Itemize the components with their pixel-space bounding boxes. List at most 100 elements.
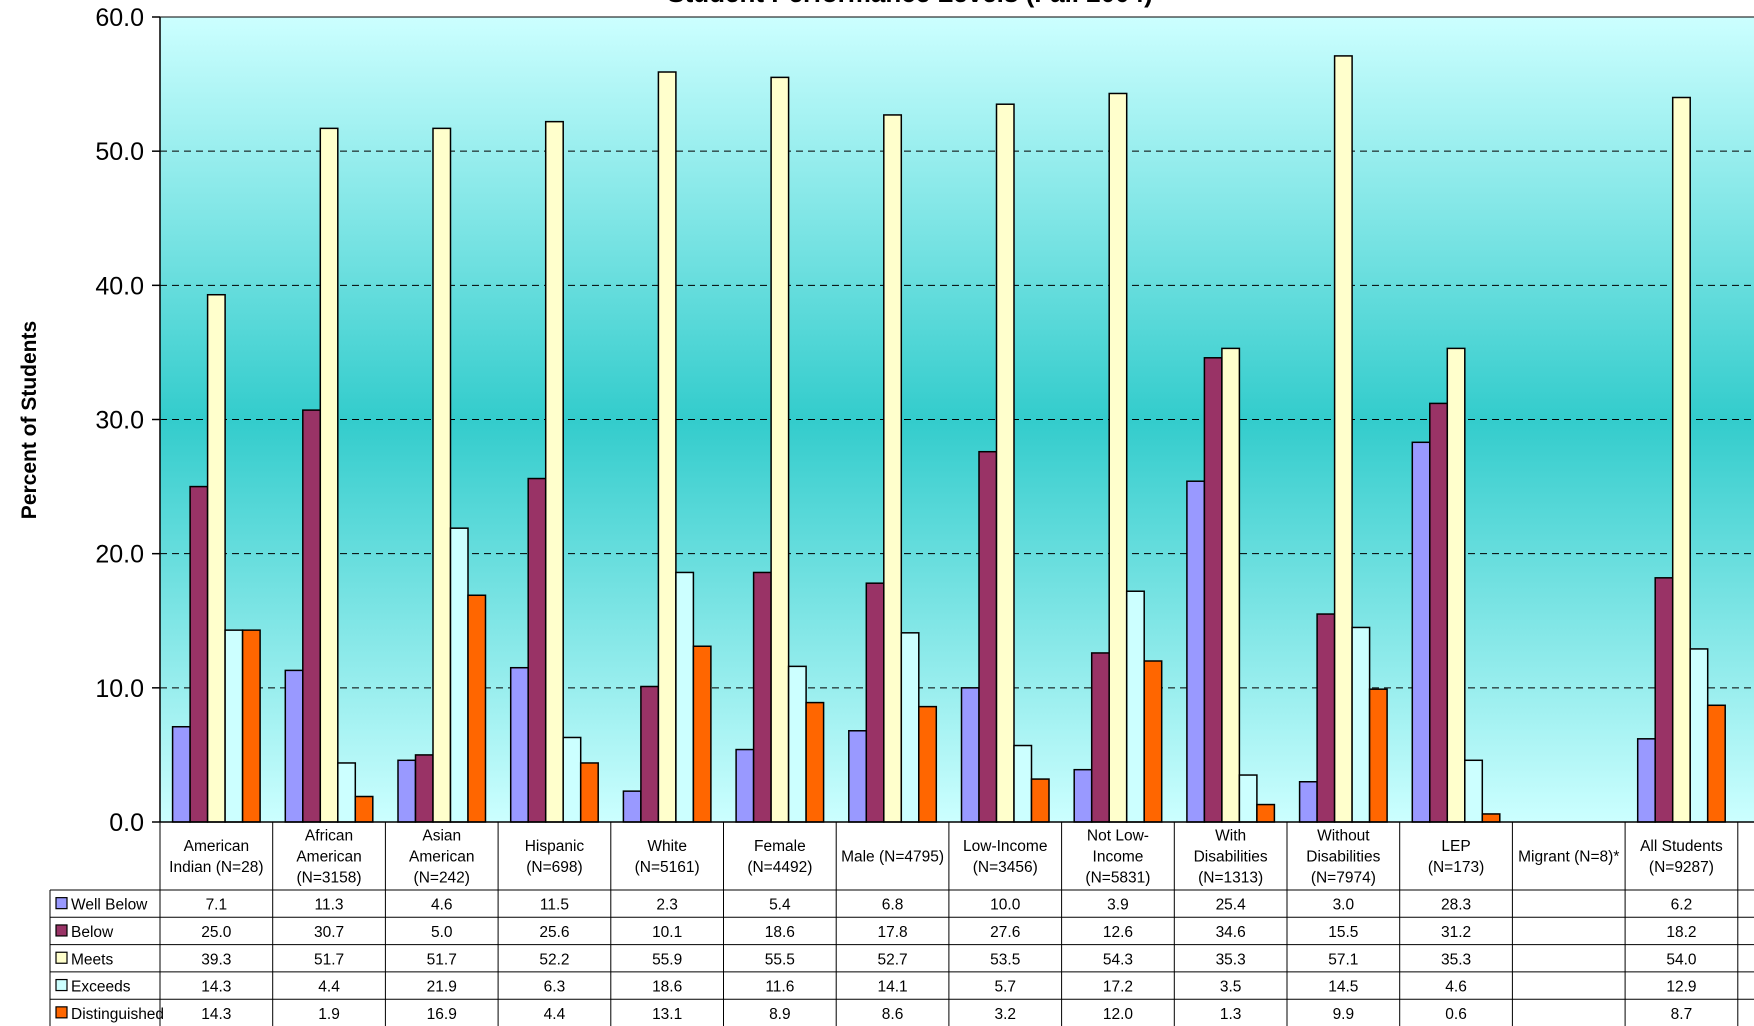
bar-meets xyxy=(319,127,339,823)
bar-distinguished xyxy=(1256,803,1276,823)
category-label: Low-Income xyxy=(963,838,1047,855)
data-label: 3.0 xyxy=(1333,897,1355,914)
category-label: Without xyxy=(1317,828,1370,845)
data-label: 8.7 xyxy=(1671,1006,1693,1023)
bar-below xyxy=(1429,402,1449,823)
bar-exceeds xyxy=(562,736,582,823)
y-tick-label: 20.0 xyxy=(95,541,144,569)
data-label: 15.5 xyxy=(1328,924,1358,941)
y-tick-label: 50.0 xyxy=(95,138,144,166)
category-label: American xyxy=(296,849,361,866)
data-label: 5.4 xyxy=(769,897,791,914)
bar-well-below xyxy=(1186,480,1206,823)
bar-below xyxy=(978,450,998,823)
data-label: 55.5 xyxy=(765,951,795,968)
bar-distinguished xyxy=(579,762,599,823)
data-label: 6.2 xyxy=(1671,897,1693,914)
bar-distinguished xyxy=(805,701,825,823)
bar-distinguished xyxy=(354,795,374,823)
bar-below xyxy=(414,754,434,823)
bar-below xyxy=(1090,652,1110,823)
data-label: 5.7 xyxy=(994,979,1016,996)
category-label: Income xyxy=(1093,849,1144,866)
bar-exceeds xyxy=(1238,774,1258,823)
data-label: 30.7 xyxy=(314,924,344,941)
data-label: 39.3 xyxy=(201,951,231,968)
data-label: 21.9 xyxy=(427,979,457,996)
data-label: 28.3 xyxy=(1441,897,1471,914)
category-label: Disabilities xyxy=(1306,849,1380,866)
data-label: 8.6 xyxy=(882,1006,904,1023)
category-label: LEP xyxy=(1441,838,1470,855)
category-label: Indian (N=28) xyxy=(169,859,263,876)
bar-distinguished xyxy=(1481,813,1501,823)
bar-well-below xyxy=(509,666,529,823)
data-label: 17.2 xyxy=(1103,979,1133,996)
data-label: 5.0 xyxy=(431,924,453,941)
bar-exceeds xyxy=(900,632,920,823)
category-label: (N=1313) xyxy=(1198,870,1263,887)
category-label: Hispanic xyxy=(525,838,585,855)
bar-meets xyxy=(1446,347,1466,823)
category-label: Female xyxy=(754,838,806,855)
bar-exceeds xyxy=(1351,626,1371,823)
category-label: All Students xyxy=(1640,838,1723,855)
category-label: (N=9287) xyxy=(1649,859,1714,876)
bar-below xyxy=(302,409,322,823)
y-tick-label: 10.0 xyxy=(95,675,144,703)
chart-title: Student Performance Levels (Fall 2004) xyxy=(560,0,1260,9)
legend-label-below: Below xyxy=(71,924,114,941)
data-label: 17.8 xyxy=(877,924,907,941)
bar-below xyxy=(1654,577,1674,823)
category-label: (N=4492) xyxy=(747,859,812,876)
bar-well-below xyxy=(622,790,642,823)
data-label: 25.4 xyxy=(1216,897,1247,914)
category-label: (N=5161) xyxy=(635,859,700,876)
data-label: 25.0 xyxy=(201,924,232,941)
data-label: 7.1 xyxy=(206,897,228,914)
data-label: 14.1 xyxy=(877,979,907,996)
category-label: Asian xyxy=(422,828,461,845)
data-label: 1.9 xyxy=(318,1006,340,1023)
data-label: 52.2 xyxy=(539,951,569,968)
data-label: 27.6 xyxy=(990,924,1020,941)
data-label: 12.6 xyxy=(1103,924,1133,941)
data-label: 35.3 xyxy=(1216,951,1246,968)
bar-distinguished xyxy=(1143,660,1163,823)
bar-meets xyxy=(206,293,226,823)
data-label: 4.6 xyxy=(1445,979,1467,996)
bar-exceeds xyxy=(1013,744,1033,823)
bar-well-below xyxy=(1073,768,1093,823)
bar-below xyxy=(189,485,209,823)
bar-exceeds xyxy=(675,571,695,823)
data-label: 10.1 xyxy=(652,924,682,941)
category-label: African xyxy=(305,828,353,845)
bar-well-below xyxy=(397,759,417,823)
bar-meets xyxy=(770,76,790,823)
category-label: Migrant (N=8)* xyxy=(1518,849,1619,866)
bar-exceeds xyxy=(1689,648,1709,823)
bar-meets xyxy=(995,103,1015,823)
category-label: American xyxy=(409,849,474,866)
bar-well-below xyxy=(1298,781,1318,823)
legend-label-exceeds: Exceeds xyxy=(71,979,131,996)
bar-well-below xyxy=(1411,441,1431,823)
legend-swatch-distinguished xyxy=(55,1006,68,1019)
data-label: 53.5 xyxy=(990,951,1020,968)
bar-exceeds xyxy=(449,527,469,823)
data-label: 57.1 xyxy=(1328,951,1358,968)
data-label: 1.3 xyxy=(1220,1006,1242,1023)
bar-exceeds xyxy=(1464,759,1484,823)
data-label: 31.2 xyxy=(1441,924,1471,941)
category-label: American xyxy=(184,838,249,855)
data-label: 9.9 xyxy=(1333,1006,1355,1023)
data-label: 11.6 xyxy=(765,979,794,996)
bar-well-below xyxy=(284,669,304,823)
y-tick-label: 40.0 xyxy=(95,272,144,300)
data-label: 14.3 xyxy=(201,1006,231,1023)
data-label: 52.7 xyxy=(877,951,907,968)
bar-well-below xyxy=(171,725,191,823)
bar-meets xyxy=(1671,96,1691,823)
data-label: 25.6 xyxy=(539,924,569,941)
